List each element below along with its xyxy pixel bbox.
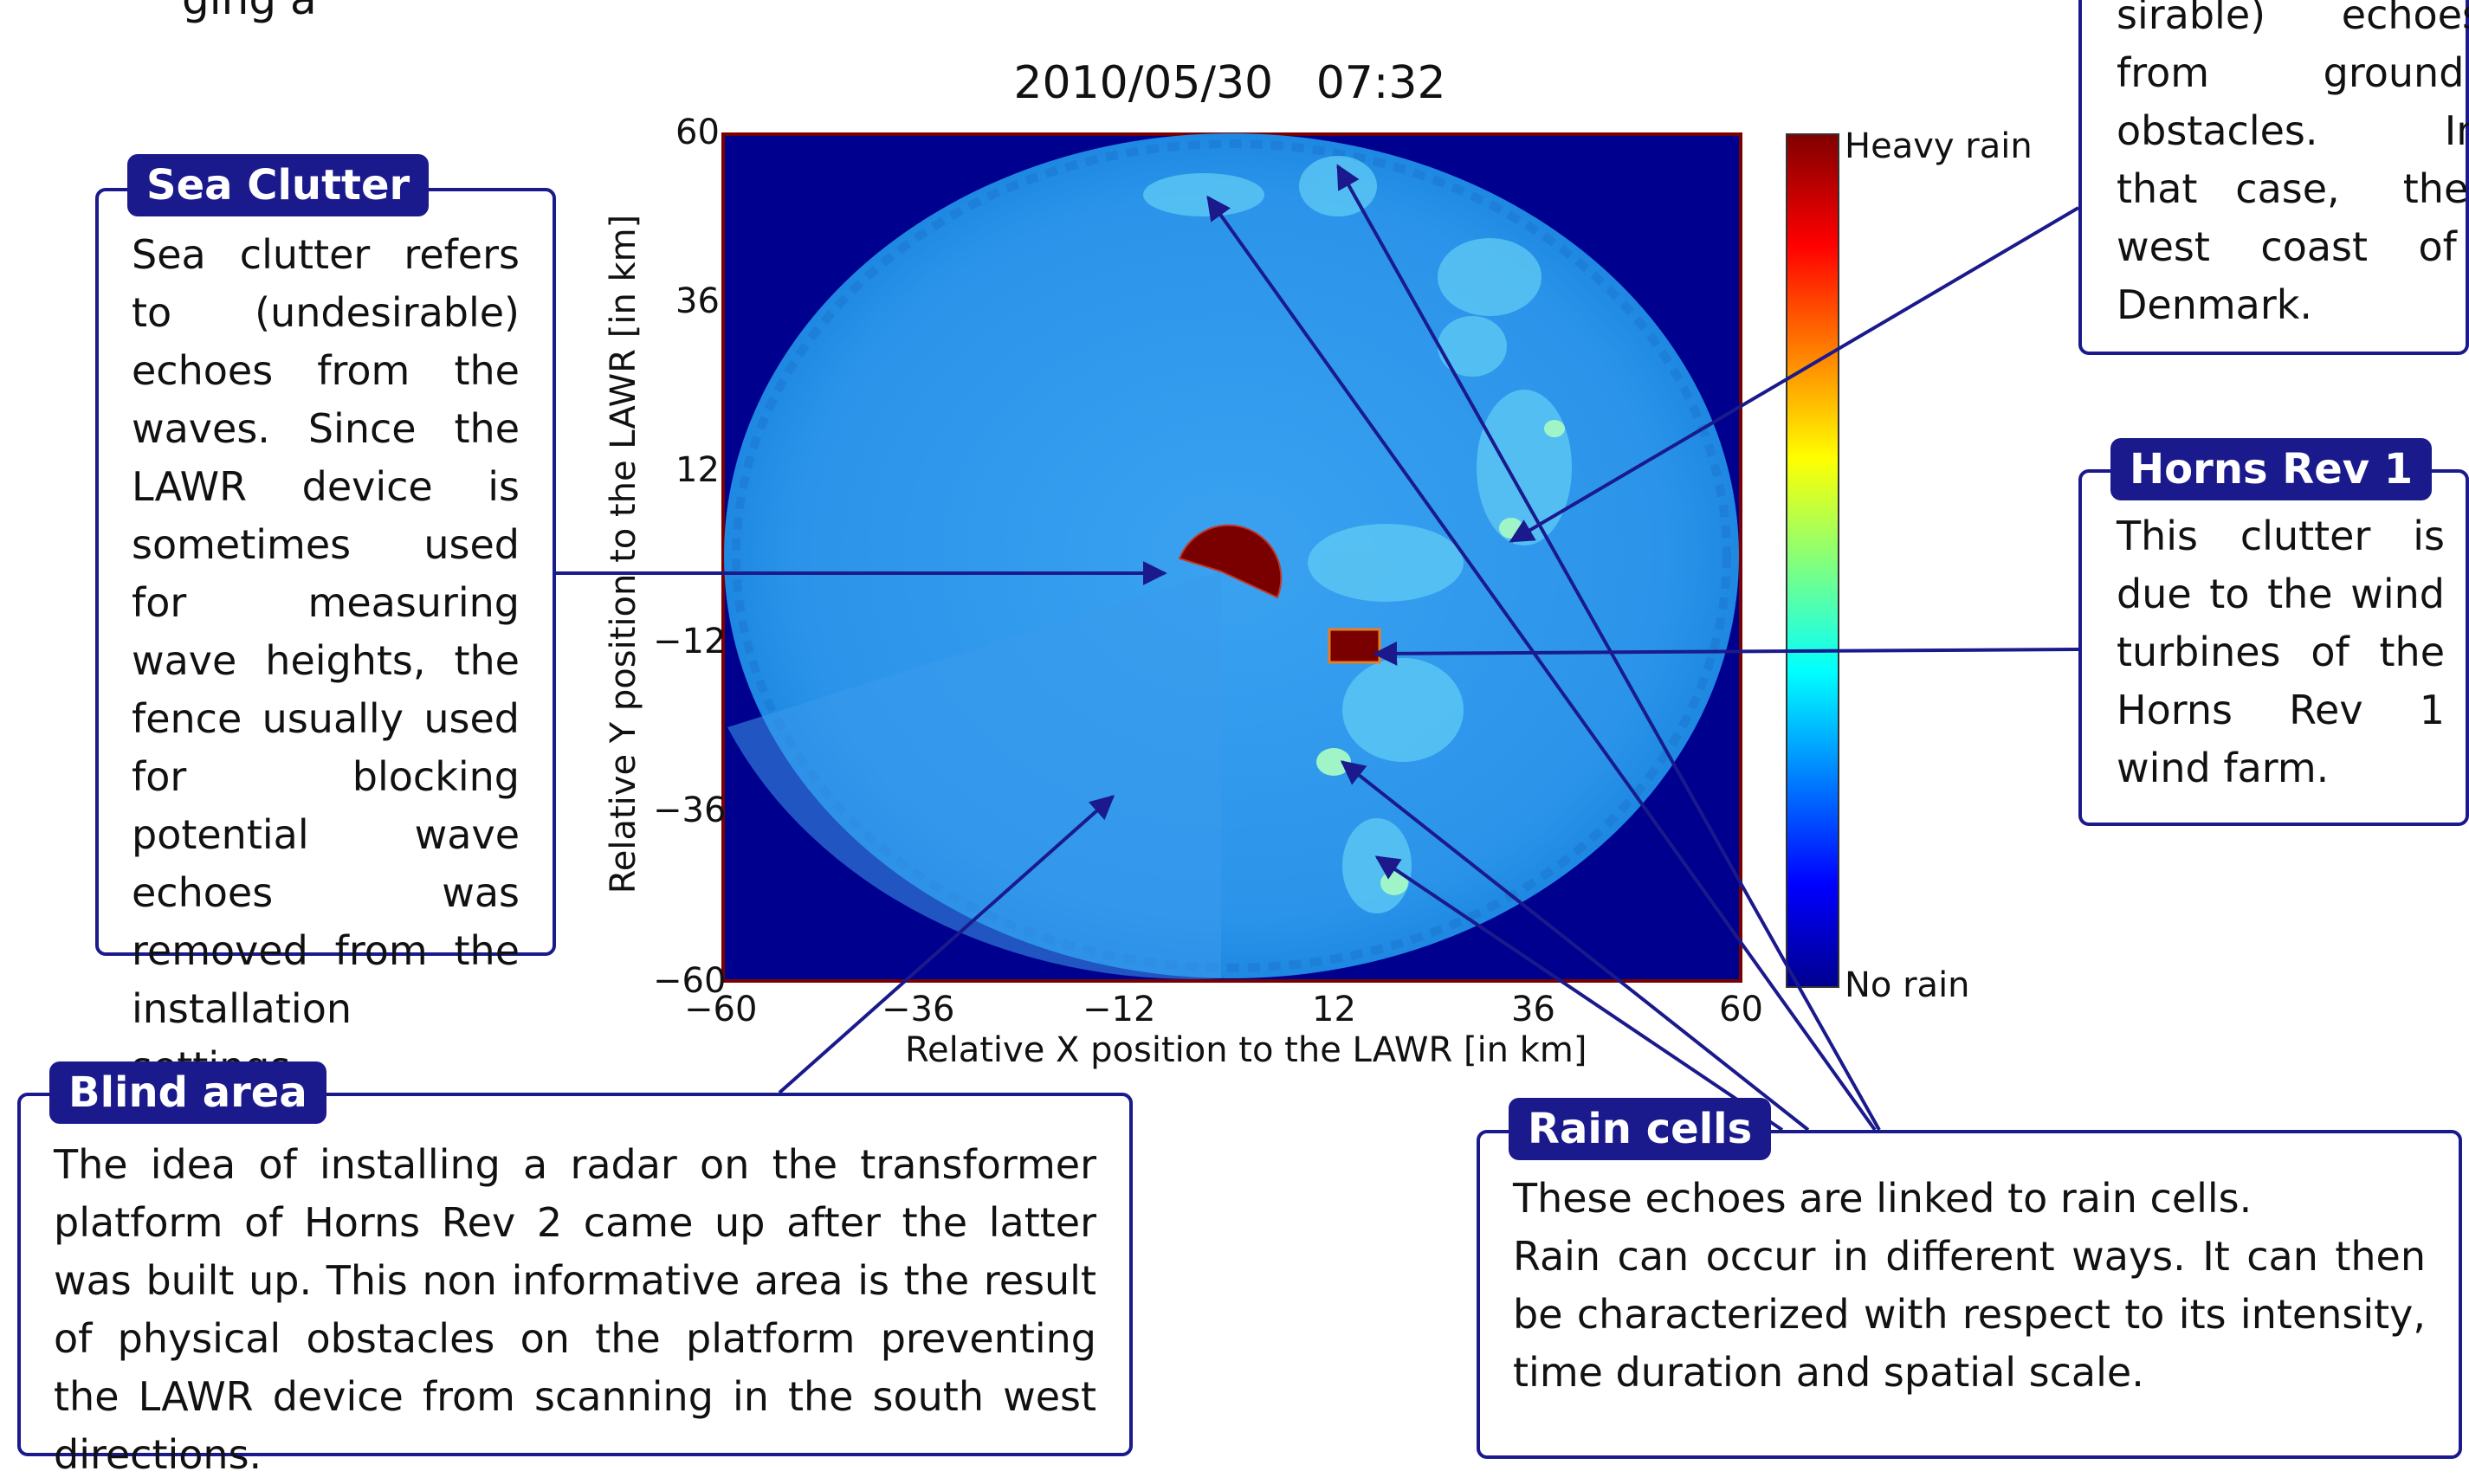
x-axis-label: Relative X position to the LAWR [in km]: [905, 1030, 1587, 1070]
ground-clutter-line: obstacles. In: [2117, 107, 2469, 154]
y-axis-label: Relative Y position to the LAWR [in km]: [604, 214, 643, 894]
sea-clutter-callout: Sea clutter refers to (undesirable) echo…: [95, 188, 556, 1090]
ground-clutter-callout: sirable) echoes from ground obstacles. I…: [2078, 0, 2469, 355]
ground-clutter-line: that case, the: [2117, 165, 2469, 212]
rain-cells-callout: These echoes are linked to rain cells. R…: [1477, 1130, 2462, 1459]
y-tick: 60: [675, 113, 720, 152]
ground-clutter-line: sirable) echoes: [2117, 0, 2469, 38]
horns-rev-callout: This clutter is due to the wind turbines…: [2078, 469, 2469, 826]
sea-clutter-title: Sea Clutter: [127, 154, 430, 216]
x-tick: 12: [1312, 990, 1356, 1029]
horns-rev-title: Horns Rev 1: [2110, 438, 2433, 500]
blind-area-title: Blind area: [49, 1061, 326, 1124]
y-tick: −12: [653, 622, 727, 661]
y-tick: −60: [653, 961, 727, 1001]
blind-area-callout: The idea of installing a radar on the tr…: [17, 1093, 1133, 1478]
rain-cells-line1: These echoes are linked to rain cells.: [1513, 1175, 2252, 1222]
x-tick: 60: [1719, 990, 1763, 1029]
colorbar-top-label: Heavy rain: [1845, 126, 2033, 166]
blind-area-text: The idea of installing a radar on the tr…: [54, 1141, 1096, 1478]
ground-clutter-line: from ground: [2117, 49, 2465, 96]
ground-clutter-line: west coast of: [2117, 223, 2457, 270]
x-tick: −12: [1083, 990, 1156, 1029]
x-tick: −36: [882, 990, 955, 1029]
y-tick: −36: [653, 790, 727, 830]
y-tick: 12: [675, 450, 720, 490]
x-tick: −60: [684, 990, 758, 1029]
rain-cells-text: Rain can occur in different ways. It can…: [1513, 1233, 2426, 1396]
figure-title: 2010/05/30 07:32: [1013, 57, 1446, 109]
colorbar-bottom-label: No rain: [1845, 965, 1970, 1005]
rain-cells-title: Rain cells: [1509, 1098, 1772, 1160]
header-fragment: ging a: [182, 0, 317, 24]
sea-clutter-text: Sea clutter refers to (undesirable) echo…: [132, 231, 520, 1090]
y-tick: 36: [675, 281, 720, 321]
horns-rev-text: This clutter is due to the wind turbines…: [2117, 513, 2445, 791]
ground-clutter-line: Denmark.: [2117, 281, 2313, 328]
x-tick: 36: [1511, 990, 1555, 1029]
